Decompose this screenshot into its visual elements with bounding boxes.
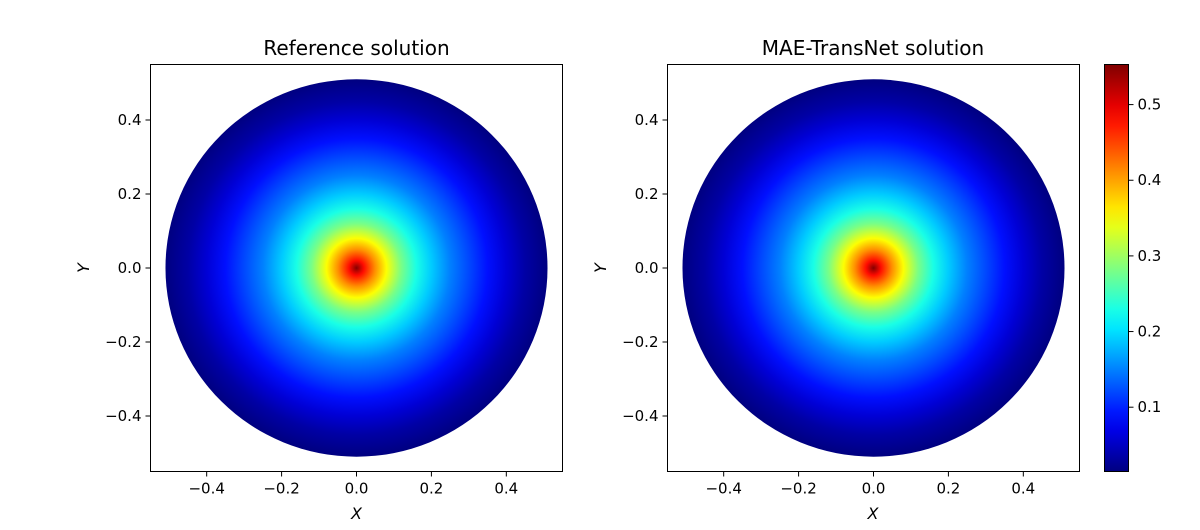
y-tick-label: −0.2 <box>622 333 658 351</box>
x-tick-label: 0.2 <box>419 480 443 498</box>
colorbar-tick-label: 0.2 <box>1138 323 1162 341</box>
x-tick-label: 0.2 <box>936 480 960 498</box>
reference-solution-x-ticks: −0.4 −0.2 0.0 0.2 0.4 <box>188 471 518 498</box>
colorbar-tick-label: 0.1 <box>1138 398 1162 416</box>
mae-transnet-solution-field <box>682 79 1065 457</box>
reference-solution-panel: Reference solution −0.4 −0.2 0.0 0.2 0.4 −0.… <box>74 36 563 523</box>
reference-solution-x-label: X <box>350 504 363 523</box>
y-tick-label: 0.2 <box>635 185 659 203</box>
y-tick-label: 0.0 <box>635 259 659 277</box>
y-tick-label: 0.0 <box>118 259 142 277</box>
reference-solution-y-label: Y <box>74 262 93 273</box>
mae-transnet-solution-y-ticks: −0.4 −0.2 0.0 0.2 0.4 <box>622 111 668 425</box>
colorbar-gradient <box>1104 64 1129 472</box>
reference-solution-y-ticks: −0.4 −0.2 0.0 0.2 0.4 <box>105 111 151 425</box>
x-tick-label: −0.2 <box>780 480 816 498</box>
x-tick-label: 0.4 <box>494 480 518 498</box>
mae-transnet-solution-title: MAE-TransNet solution <box>762 36 984 60</box>
x-tick-label: −0.2 <box>263 480 299 498</box>
mae-transnet-solution-x-label: X <box>867 504 880 523</box>
reference-solution-field <box>165 79 548 457</box>
x-tick-label: 0.0 <box>345 480 369 498</box>
y-tick-label: 0.4 <box>635 111 659 129</box>
x-tick-label: −0.4 <box>188 480 224 498</box>
y-tick-label: 0.2 <box>118 185 142 203</box>
reference-solution-title: Reference solution <box>263 36 449 60</box>
y-tick-label: −0.4 <box>622 407 658 425</box>
y-tick-label: −0.4 <box>105 407 141 425</box>
colorbar-tick-label: 0.5 <box>1138 96 1162 114</box>
mae-transnet-solution-x-ticks: −0.4 −0.2 0.0 0.2 0.4 <box>705 471 1035 498</box>
y-tick-label: 0.4 <box>118 111 142 129</box>
y-tick-label: −0.2 <box>105 333 141 351</box>
colorbar-tick-label: 0.4 <box>1138 171 1162 189</box>
colorbar: 0.1 0.2 0.3 0.4 0.5 <box>1104 64 1162 472</box>
colorbar-ticks: 0.1 0.2 0.3 0.4 0.5 <box>1128 96 1162 416</box>
colorbar-tick-label: 0.3 <box>1138 247 1162 265</box>
solution-disk <box>165 79 548 457</box>
x-tick-label: 0.4 <box>1011 480 1035 498</box>
mae-transnet-solution-panel: MAE-TransNet solution −0.4 −0.2 0.0 0.2 0.4 … <box>591 36 1080 523</box>
mae-transnet-solution-y-label: Y <box>591 262 610 273</box>
x-tick-label: 0.0 <box>862 480 886 498</box>
solution-disk <box>682 79 1065 457</box>
x-tick-label: −0.4 <box>705 480 741 498</box>
